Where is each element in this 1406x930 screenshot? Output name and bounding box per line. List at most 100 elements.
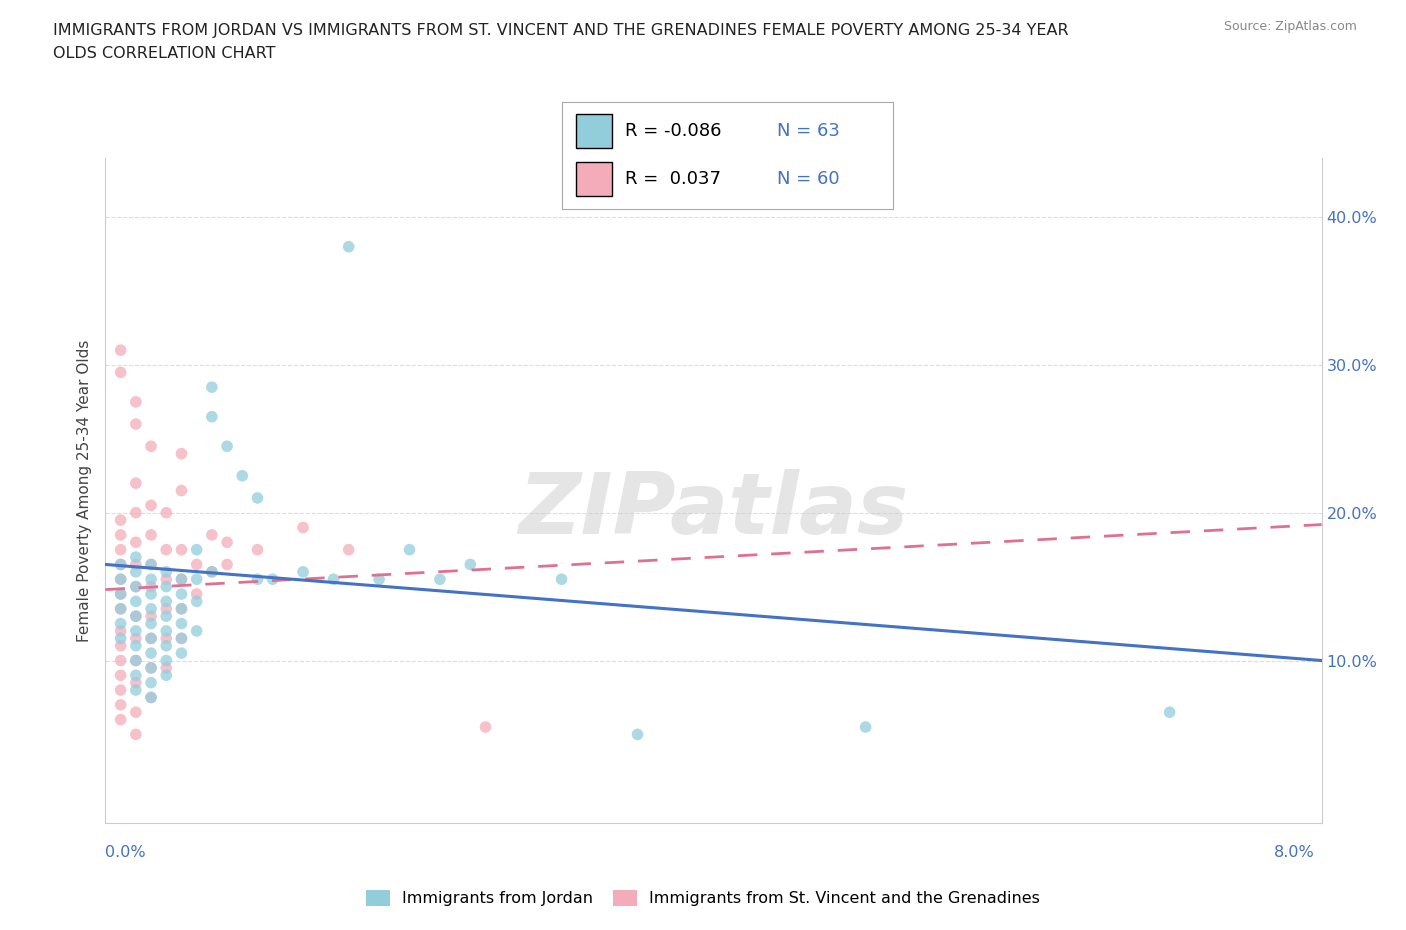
Point xyxy=(139,527,162,542)
Point xyxy=(201,409,224,424)
Text: IMMIGRANTS FROM JORDAN VS IMMIGRANTS FROM ST. VINCENT AND THE GRENADINES FEMALE : IMMIGRANTS FROM JORDAN VS IMMIGRANTS FRO… xyxy=(53,23,1069,38)
Text: R = -0.086: R = -0.086 xyxy=(626,122,721,140)
Point xyxy=(398,542,420,557)
Point xyxy=(125,565,148,579)
Point xyxy=(201,565,224,579)
Point xyxy=(125,417,148,432)
Point xyxy=(322,572,344,587)
Text: N = 63: N = 63 xyxy=(778,122,839,140)
Point xyxy=(110,512,132,527)
Point xyxy=(139,609,162,624)
Point xyxy=(110,542,132,557)
Point xyxy=(155,505,177,520)
Point xyxy=(217,557,239,572)
Point xyxy=(186,594,208,609)
Point xyxy=(170,616,193,631)
Point xyxy=(139,579,162,594)
Point xyxy=(292,565,315,579)
Point xyxy=(170,484,193,498)
Point xyxy=(110,365,132,379)
Point xyxy=(125,609,148,624)
Point xyxy=(170,602,193,617)
Point xyxy=(110,623,132,638)
Point xyxy=(110,698,132,712)
Point xyxy=(170,631,193,645)
Text: OLDS CORRELATION CHART: OLDS CORRELATION CHART xyxy=(53,46,276,61)
Point xyxy=(125,594,148,609)
Point xyxy=(139,557,162,572)
Text: 8.0%: 8.0% xyxy=(1274,844,1315,859)
Point xyxy=(110,602,132,617)
Point xyxy=(125,727,148,742)
Point xyxy=(201,565,224,579)
Point xyxy=(125,557,148,572)
Point xyxy=(110,572,132,587)
Point xyxy=(110,638,132,653)
Point xyxy=(110,343,132,358)
Point xyxy=(110,557,132,572)
Point xyxy=(155,572,177,587)
Point xyxy=(155,638,177,653)
Point xyxy=(125,705,148,720)
Point xyxy=(155,668,177,683)
Point xyxy=(125,394,148,409)
Point xyxy=(429,572,451,587)
Point xyxy=(139,660,162,675)
Point xyxy=(474,720,496,735)
Point xyxy=(125,638,148,653)
Point xyxy=(170,645,193,660)
Point xyxy=(110,653,132,668)
Point xyxy=(110,616,132,631)
Point xyxy=(262,572,284,587)
Point xyxy=(139,631,162,645)
Point xyxy=(125,579,148,594)
Point xyxy=(201,379,224,394)
Point xyxy=(139,439,162,454)
Point xyxy=(170,572,193,587)
Point xyxy=(125,579,148,594)
Point xyxy=(125,476,148,491)
Point xyxy=(155,623,177,638)
Point xyxy=(855,720,877,735)
Point xyxy=(110,527,132,542)
Text: R =  0.037: R = 0.037 xyxy=(626,170,721,188)
Point xyxy=(170,602,193,617)
Point xyxy=(125,683,148,698)
Point xyxy=(110,572,132,587)
Point xyxy=(170,446,193,461)
Point xyxy=(155,631,177,645)
Point xyxy=(139,616,162,631)
Point xyxy=(170,631,193,645)
Point xyxy=(186,557,208,572)
Point xyxy=(125,609,148,624)
Point xyxy=(170,587,193,602)
Text: N = 60: N = 60 xyxy=(778,170,839,188)
Point xyxy=(110,557,132,572)
Point xyxy=(139,660,162,675)
Legend: Immigrants from Jordan, Immigrants from St. Vincent and the Grenadines: Immigrants from Jordan, Immigrants from … xyxy=(360,884,1046,912)
Point xyxy=(1159,705,1181,720)
Text: 0.0%: 0.0% xyxy=(105,844,146,859)
Point xyxy=(201,527,224,542)
Point xyxy=(186,542,208,557)
Point xyxy=(155,594,177,609)
Point xyxy=(125,535,148,550)
Point xyxy=(155,660,177,675)
Point xyxy=(217,439,239,454)
Point xyxy=(139,572,162,587)
Point xyxy=(186,623,208,638)
Text: Source: ZipAtlas.com: Source: ZipAtlas.com xyxy=(1223,20,1357,33)
Point xyxy=(110,668,132,683)
Point xyxy=(368,572,391,587)
Point xyxy=(550,572,572,587)
Point xyxy=(125,675,148,690)
Point xyxy=(337,542,360,557)
Point xyxy=(110,683,132,698)
Point xyxy=(186,587,208,602)
Point xyxy=(626,727,648,742)
Point xyxy=(139,631,162,645)
Point xyxy=(110,602,132,617)
Point xyxy=(337,239,360,254)
Point xyxy=(125,550,148,565)
Point xyxy=(139,645,162,660)
